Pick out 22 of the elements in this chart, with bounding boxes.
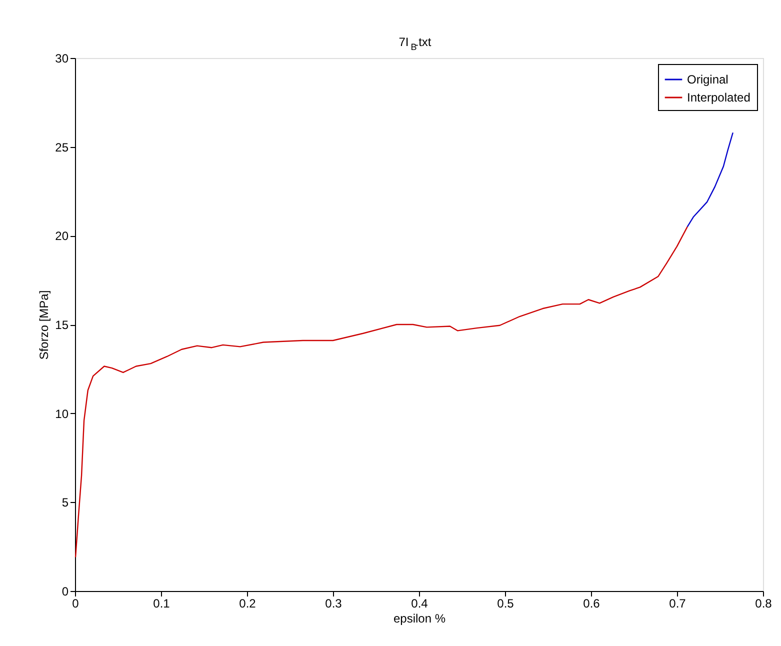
y-tick-label: 15 [55, 318, 69, 332]
legend-label: Interpolated [687, 90, 750, 104]
y-tick-label: 0 [62, 584, 69, 598]
x-tick-label: 0.2 [239, 596, 256, 610]
x-tick-label: 0.1 [153, 596, 170, 610]
x-tick-label: 0.5 [497, 596, 514, 610]
x-axis-title: epsilon % [393, 612, 446, 626]
y-tick-label: 20 [55, 229, 69, 244]
x-tick-label: 0.7 [669, 596, 686, 610]
y-tick-label: 30 [55, 52, 69, 66]
y-tick-label: 5 [62, 496, 69, 510]
x-tick-label: 0.3 [325, 596, 342, 610]
x-tick-label: 0.4 [411, 596, 428, 610]
line-series [686, 132, 734, 228]
y-tick-label: 10 [55, 406, 69, 421]
x-tick-label: 0 [72, 596, 80, 610]
line-series [74, 226, 688, 558]
y-tick-label: 25 [55, 140, 69, 154]
x-tick-label: 0.8 [755, 596, 772, 610]
y-axis-title: Sforzo [MPa] [37, 290, 52, 360]
x-tick-label: 0.6 [583, 596, 600, 610]
legend-label: Original [687, 72, 728, 86]
